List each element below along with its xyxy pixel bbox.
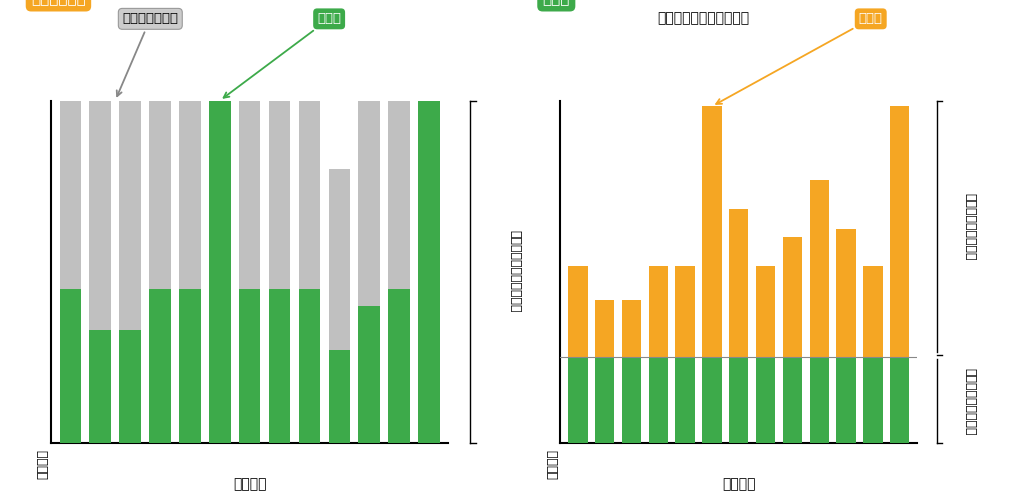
Bar bbox=[299, 101, 320, 289]
Bar bbox=[209, 101, 230, 443]
Bar bbox=[418, 101, 439, 443]
Bar bbox=[269, 101, 290, 289]
Bar bbox=[809, 181, 828, 357]
Bar bbox=[595, 357, 614, 443]
Bar bbox=[783, 237, 802, 357]
Bar bbox=[269, 289, 290, 443]
Bar bbox=[676, 357, 695, 443]
Bar bbox=[890, 357, 909, 443]
Bar bbox=[890, 106, 909, 357]
Bar bbox=[863, 357, 882, 443]
Bar bbox=[149, 289, 171, 443]
Bar bbox=[238, 289, 261, 443]
Bar bbox=[60, 101, 82, 289]
Bar bbox=[569, 357, 588, 443]
Bar bbox=[569, 266, 588, 357]
Text: ビジネスカーリース: ビジネスカーリース bbox=[964, 368, 976, 435]
Text: 一般的な場合: 一般的な場合 bbox=[31, 0, 86, 6]
Bar bbox=[388, 289, 410, 443]
Bar bbox=[238, 101, 261, 289]
Bar bbox=[649, 357, 668, 443]
Bar bbox=[179, 101, 201, 289]
Bar bbox=[359, 306, 380, 443]
Text: 導入後: 導入後 bbox=[542, 0, 570, 6]
Text: ビジネスレンタカー: ビジネスレンタカー bbox=[964, 194, 976, 261]
Text: 遊んでいる車両: 遊んでいる車両 bbox=[117, 13, 178, 96]
Bar bbox=[90, 330, 111, 443]
Bar bbox=[328, 350, 351, 443]
Bar bbox=[702, 357, 721, 443]
Text: 経過月数: 経過月数 bbox=[722, 477, 755, 491]
Bar bbox=[756, 266, 775, 357]
Text: 経過月数: 経過月数 bbox=[233, 477, 266, 491]
Bar bbox=[119, 101, 141, 330]
Bar bbox=[622, 300, 641, 357]
Bar bbox=[595, 300, 614, 357]
Bar bbox=[119, 330, 141, 443]
Bar bbox=[299, 289, 320, 443]
Text: 保有台数: 保有台数 bbox=[547, 450, 559, 479]
Bar bbox=[702, 106, 721, 357]
Bar bbox=[179, 289, 201, 443]
Bar bbox=[809, 357, 828, 443]
Bar bbox=[388, 101, 410, 289]
Text: カーリースまたは社有車: カーリースまたは社有車 bbox=[507, 230, 521, 313]
Text: 保有台数: 保有台数 bbox=[37, 450, 50, 479]
Bar bbox=[359, 101, 380, 306]
Text: 稼働率: 稼働率 bbox=[716, 13, 882, 104]
Bar bbox=[730, 357, 748, 443]
Bar bbox=[676, 266, 695, 357]
Bar bbox=[837, 357, 856, 443]
Bar bbox=[837, 229, 856, 357]
Bar bbox=[730, 209, 748, 357]
Bar bbox=[863, 266, 882, 357]
Bar bbox=[60, 289, 82, 443]
Bar bbox=[90, 101, 111, 330]
Bar bbox=[783, 357, 802, 443]
Text: 減車によるコストダウン: 減車によるコストダウン bbox=[657, 12, 749, 25]
Bar bbox=[649, 266, 668, 357]
Bar bbox=[622, 357, 641, 443]
Bar bbox=[756, 357, 775, 443]
Bar bbox=[328, 169, 351, 350]
Bar bbox=[149, 101, 171, 289]
Text: 稼働率: 稼働率 bbox=[223, 13, 341, 98]
